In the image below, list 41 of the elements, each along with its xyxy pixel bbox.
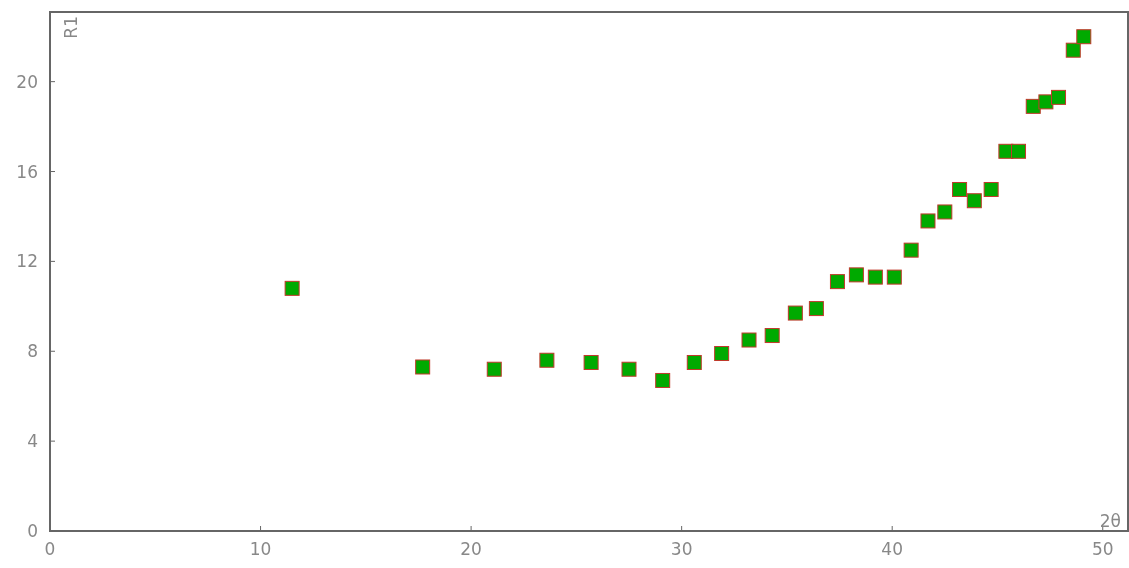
- y-tick-label: 8: [27, 341, 38, 362]
- y-tick-label: 20: [16, 71, 38, 92]
- point: [655, 372, 671, 388]
- y-tick-label: 4: [27, 431, 38, 452]
- point: [848, 267, 864, 283]
- point: [415, 359, 431, 375]
- point: [867, 269, 883, 285]
- point: [937, 204, 953, 220]
- y-axis-title: R1: [61, 16, 81, 39]
- x-tick-label: 40: [881, 539, 904, 559]
- point: [539, 352, 555, 368]
- point: [686, 354, 702, 370]
- point: [284, 280, 300, 296]
- point: [983, 181, 999, 197]
- y-tick-label: 12: [16, 251, 38, 272]
- point: [886, 269, 902, 285]
- point: [764, 328, 780, 344]
- x-axis-title: 2θ: [1099, 511, 1121, 531]
- point: [1076, 29, 1092, 45]
- point: [952, 181, 968, 197]
- point: [1051, 89, 1067, 105]
- point: [808, 301, 824, 317]
- x-tick-label: 20: [460, 539, 482, 559]
- point: [903, 242, 919, 258]
- point: [1065, 42, 1081, 58]
- x-tick-label: 50: [1091, 539, 1114, 559]
- point: [741, 332, 757, 348]
- point: [621, 361, 637, 377]
- point: [486, 361, 502, 377]
- y-tick-label: 0: [27, 521, 38, 541]
- point: [1011, 143, 1027, 159]
- x-tick-label: 10: [249, 539, 272, 559]
- x-tick-label: 0: [44, 539, 56, 559]
- point: [966, 193, 982, 209]
- y-tick-label: 16: [16, 161, 38, 182]
- point: [583, 354, 599, 370]
- x-tick-label: 30: [670, 539, 693, 559]
- point: [829, 274, 845, 290]
- point: [787, 305, 803, 321]
- point: [920, 213, 936, 229]
- point: [714, 346, 730, 362]
